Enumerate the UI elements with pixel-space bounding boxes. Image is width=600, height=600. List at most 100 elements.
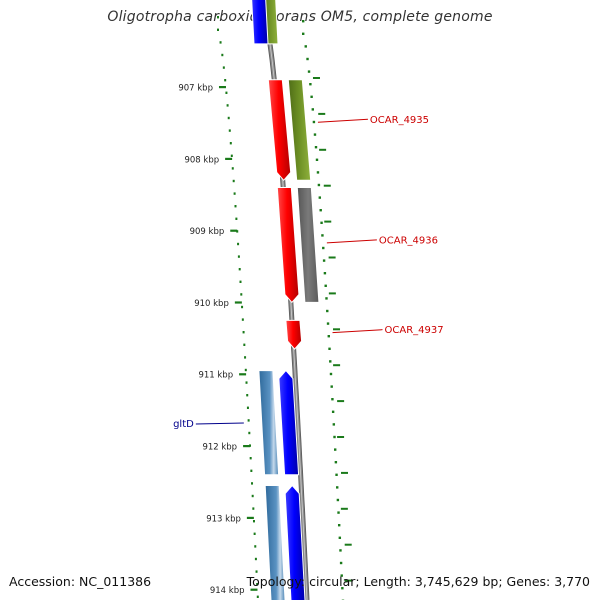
gene-label: OCAR_4935	[370, 115, 429, 126]
outer-dot	[333, 448, 337, 451]
outer-dot	[313, 133, 317, 136]
scale-tick-label: 911 kbp	[198, 371, 233, 381]
gene-label: OCAR_4936	[379, 235, 438, 246]
inner-dot	[240, 293, 243, 296]
genome-summary-text: Topology: circular; Length: 3,745,629 bp…	[246, 574, 590, 589]
inner-dot	[221, 53, 224, 57]
inner-dot	[230, 154, 233, 157]
inner-dot	[244, 356, 247, 359]
gene-feature-red	[267, 79, 292, 182]
outer-dash	[323, 184, 331, 187]
scale-tick-label: 908 kbp	[184, 155, 219, 165]
inner-dot	[251, 482, 254, 485]
inner-dot	[254, 557, 257, 561]
inner-dot	[231, 167, 234, 170]
outer-dash	[344, 579, 352, 582]
scale-tick	[243, 445, 251, 448]
inner-dot	[235, 217, 238, 220]
outer-dot	[320, 221, 323, 224]
outer-dot	[304, 45, 307, 48]
gene-feature-blue	[251, 0, 269, 45]
inner-dot	[250, 469, 253, 472]
inner-dot	[232, 179, 235, 183]
inner-dot	[241, 305, 244, 309]
inner-dot	[239, 280, 242, 283]
inner-dot	[233, 192, 236, 195]
gene-feature-blue	[278, 369, 300, 476]
outer-dot	[335, 473, 338, 476]
map-title: Oligotropha carboxidovorans OM5, complet…	[107, 9, 493, 25]
outer-dash	[328, 292, 336, 295]
inner-dot	[222, 66, 225, 69]
outer-dot	[328, 347, 331, 350]
scale-tick-label: 909 kbp	[190, 227, 225, 237]
inner-dot	[224, 79, 227, 82]
outer-dash	[337, 400, 345, 403]
outer-dot	[334, 461, 338, 464]
inner-dot	[234, 205, 237, 208]
inner-dot	[219, 41, 222, 44]
inner-dot	[255, 570, 258, 573]
inner-dot	[227, 116, 230, 120]
outer-dot	[331, 410, 335, 413]
scale-tick	[246, 516, 254, 519]
inner-dot	[248, 431, 251, 435]
outer-dot	[338, 536, 342, 539]
outer-dash	[328, 256, 336, 259]
inner-dot	[243, 343, 246, 346]
inner-dot	[241, 318, 244, 321]
outer-dot	[322, 246, 325, 250]
outer-dot	[324, 284, 327, 287]
outer-dash	[318, 112, 326, 115]
scale-tick-label: 907 kbp	[178, 84, 213, 94]
gene-feature-steelblue	[264, 485, 286, 600]
outer-dot	[302, 32, 305, 35]
inner-dot	[228, 129, 231, 132]
inner-dot	[244, 368, 247, 372]
outer-dash	[340, 507, 348, 510]
outer-dot	[306, 57, 309, 61]
inner-dot	[217, 16, 219, 19]
outer-dot	[311, 108, 314, 111]
inner-dot	[247, 419, 250, 422]
outer-dot	[337, 511, 340, 514]
inner-dot	[237, 242, 240, 246]
outer-dot	[333, 435, 336, 439]
gene-feature-red	[285, 319, 303, 350]
inner-dot	[249, 457, 252, 460]
outer-dot	[336, 498, 340, 502]
outer-dot	[317, 183, 321, 187]
outer-dot	[341, 587, 344, 590]
outer-dash	[324, 220, 332, 223]
outer-dot	[315, 158, 319, 161]
inner-dot	[242, 331, 245, 334]
outer-dot	[339, 561, 343, 565]
inner-dot	[252, 520, 255, 523]
outer-dot	[336, 486, 339, 489]
outer-dot	[316, 171, 320, 174]
outer-dot	[307, 70, 311, 73]
inner-dot	[217, 28, 219, 31]
inner-dot	[246, 394, 249, 397]
gene-feature-blue	[284, 484, 306, 600]
accession-text: Accession: NC_011386	[9, 574, 152, 589]
gene-feature-olive	[287, 79, 312, 181]
label-leader	[326, 239, 377, 244]
inner-dot	[229, 142, 232, 145]
outer-dot	[319, 209, 322, 212]
outer-dot	[318, 196, 322, 199]
inner-dot	[252, 507, 255, 510]
outer-dot	[326, 322, 330, 325]
scale-tick	[225, 157, 233, 160]
inner-dot	[251, 494, 254, 498]
scale-tick	[250, 588, 258, 591]
scale-tick	[234, 301, 242, 304]
outer-dot	[327, 335, 330, 338]
scale-tick	[239, 373, 247, 376]
label-leader	[332, 329, 383, 334]
outer-dot	[339, 549, 342, 552]
inner-dot	[238, 268, 241, 271]
scale-tick-label: 914 kbp	[210, 586, 245, 596]
outer-dot	[322, 259, 326, 262]
